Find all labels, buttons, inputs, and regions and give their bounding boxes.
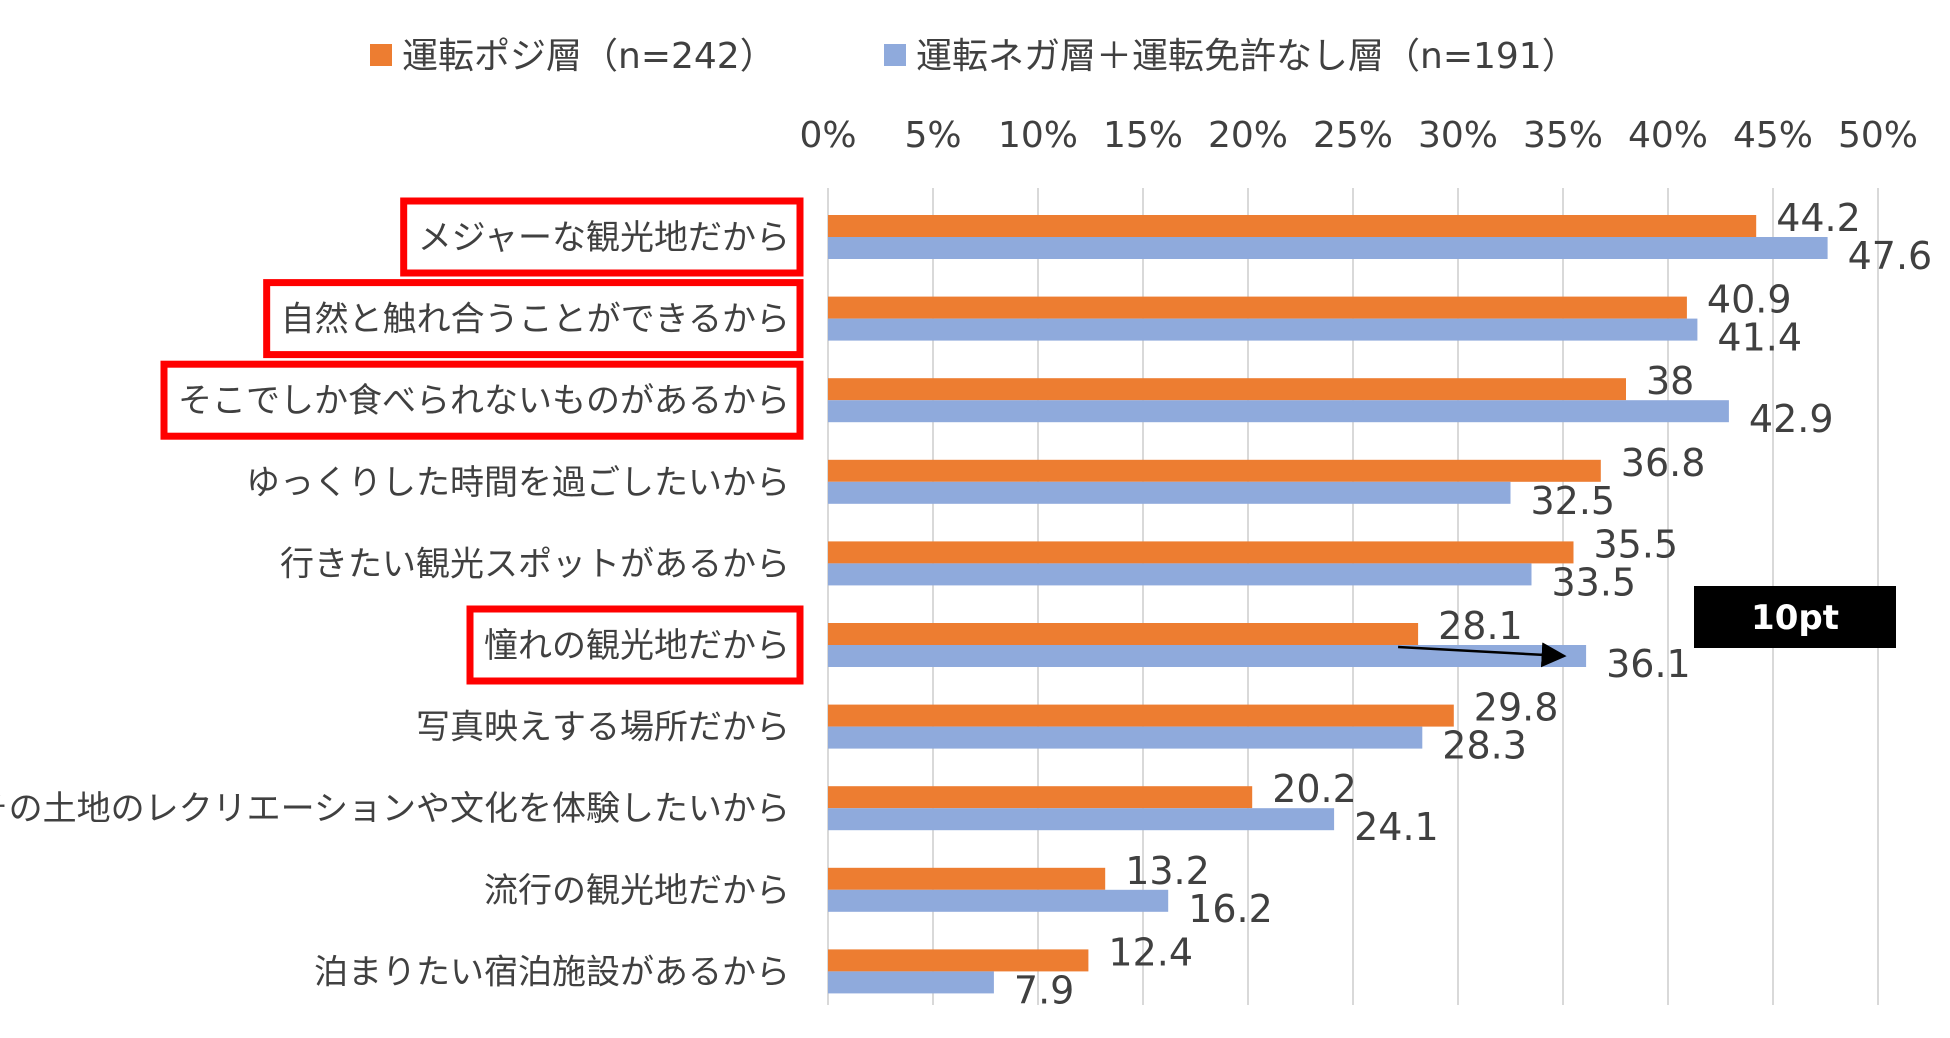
bars [828, 215, 1828, 994]
difference-badge-label: 10pt [1751, 598, 1839, 638]
category-label-2: 自然と触れ合うことができるから [281, 300, 790, 340]
bar-series2-cat5 [828, 563, 1532, 586]
x-tick-label: 10% [998, 115, 1078, 156]
data-label-series2-cat1: 47.6 [1848, 234, 1933, 278]
x-axis-ticks: 0% 5% 10% 15% 20% 25% 30% 35% 40% 45% 50% [799, 115, 1918, 156]
x-tick-label: 5% [904, 115, 961, 156]
data-label-series1-cat8: 20.2 [1272, 767, 1357, 811]
category-label-7: 写真映えする場所だから [416, 708, 790, 748]
legend-label-1: 運転ポジ層（n=242） [402, 36, 776, 77]
annotation: 10pt [1398, 586, 1896, 668]
difference-arrow [1398, 642, 1567, 668]
bar-series1-cat1 [828, 215, 1757, 237]
data-label-series2-cat8: 24.1 [1354, 805, 1439, 849]
highlight-box-2 [263, 279, 804, 359]
data-label-series2-cat9: 16.2 [1188, 887, 1273, 931]
data-label-series1-cat5: 35.5 [1594, 522, 1679, 566]
x-tick-label: 25% [1313, 115, 1393, 156]
category-label-9: 流行の観光地だから [484, 871, 790, 911]
data-label-series2-cat4: 32.5 [1531, 479, 1616, 523]
x-tick-label: 0% [799, 115, 856, 156]
bar-series2-cat10 [828, 971, 994, 994]
data-label-series1-cat7: 29.8 [1474, 686, 1559, 730]
legend-swatch-1 [370, 44, 392, 66]
data-label-series2-cat10: 7.9 [1014, 968, 1074, 1012]
data-label-series1-cat1: 44.2 [1776, 196, 1861, 240]
category-label-5: 行きたい観光スポットがあるから [280, 544, 790, 584]
category-label-4: ゆっくりした時間を過ごしたいから [246, 463, 790, 503]
bar-series2-cat6 [828, 645, 1587, 667]
x-tick-label: 50% [1838, 115, 1918, 156]
category-label-6: 憧れの観光地だから [484, 626, 790, 666]
bar-series2-cat2 [828, 318, 1698, 341]
bar-series1-cat3 [828, 378, 1626, 401]
data-label-series1-cat9: 13.2 [1125, 849, 1210, 893]
bar-series2-cat7 [828, 726, 1423, 749]
x-tick-label: 35% [1523, 115, 1603, 156]
bar-series1-cat8 [828, 786, 1253, 809]
x-tick-label: 40% [1628, 115, 1708, 156]
bar-series1-cat6 [828, 623, 1419, 645]
bar-series2-cat3 [828, 400, 1729, 423]
highlight-box-3 [160, 360, 804, 440]
data-label-series1-cat6: 28.1 [1438, 604, 1523, 648]
difference-badge [1694, 586, 1896, 648]
data-label-series1-cat4: 36.8 [1621, 441, 1706, 485]
bar-series1-cat4 [828, 459, 1601, 482]
data-labels: 44.247.6 40.941.4 38 42.9 36.832.535.533.5 28… [1014, 196, 1932, 1012]
bar-series2-cat1 [828, 237, 1828, 259]
highlight-box-6 [466, 605, 804, 685]
x-tick-label: 45% [1733, 115, 1813, 156]
highlight-boxes [160, 197, 804, 685]
bar-series1-cat7 [828, 704, 1454, 727]
data-label-series2-cat5: 33.5 [1552, 560, 1637, 604]
legend-label-2: 運転ネガ層＋運転免許なし層（n=191） [916, 36, 1578, 77]
highlight-box-1 [400, 197, 804, 277]
bar-series2-cat9 [828, 889, 1169, 912]
category-label-3: そこでしか食べられないものがあるから [178, 381, 790, 421]
x-tick-label: 30% [1418, 115, 1498, 156]
category-label-1: メジャーな観光地だから [418, 218, 790, 258]
bar-series1-cat10 [828, 949, 1089, 972]
bar-series1-cat2 [828, 296, 1687, 319]
x-tick-label: 15% [1103, 115, 1183, 156]
data-label-series1-cat3: 38 [1646, 359, 1694, 403]
legend: 運転ポジ層（n=242） 運転ネガ層＋運転免許なし層（n=191） [370, 36, 1578, 77]
category-label-8: その土地のレクリエーションや文化を体験したいから [0, 789, 790, 829]
data-label-series2-cat3: 42.9 [1749, 397, 1834, 441]
data-label-series1-cat2: 40.9 [1707, 278, 1792, 322]
bar-series1-cat5 [828, 541, 1574, 564]
bar-series2-cat8 [828, 808, 1335, 831]
bar-series2-cat4 [828, 481, 1511, 504]
category-labels: メジャーな観光地だから自然と触れ合うことができるからそこでしか食べられないものが… [0, 218, 790, 992]
data-label-series2-cat2: 41.4 [1717, 316, 1802, 360]
bar-series1-cat9 [828, 867, 1106, 890]
category-label-10: 泊まりたい宿泊施設があるから [314, 952, 790, 992]
legend-swatch-2 [884, 44, 906, 66]
x-tick-label: 20% [1208, 115, 1288, 156]
data-label-series2-cat7: 28.3 [1442, 724, 1527, 768]
data-label-series1-cat10: 12.4 [1108, 930, 1193, 974]
data-label-series2-cat6: 36.1 [1606, 642, 1691, 686]
